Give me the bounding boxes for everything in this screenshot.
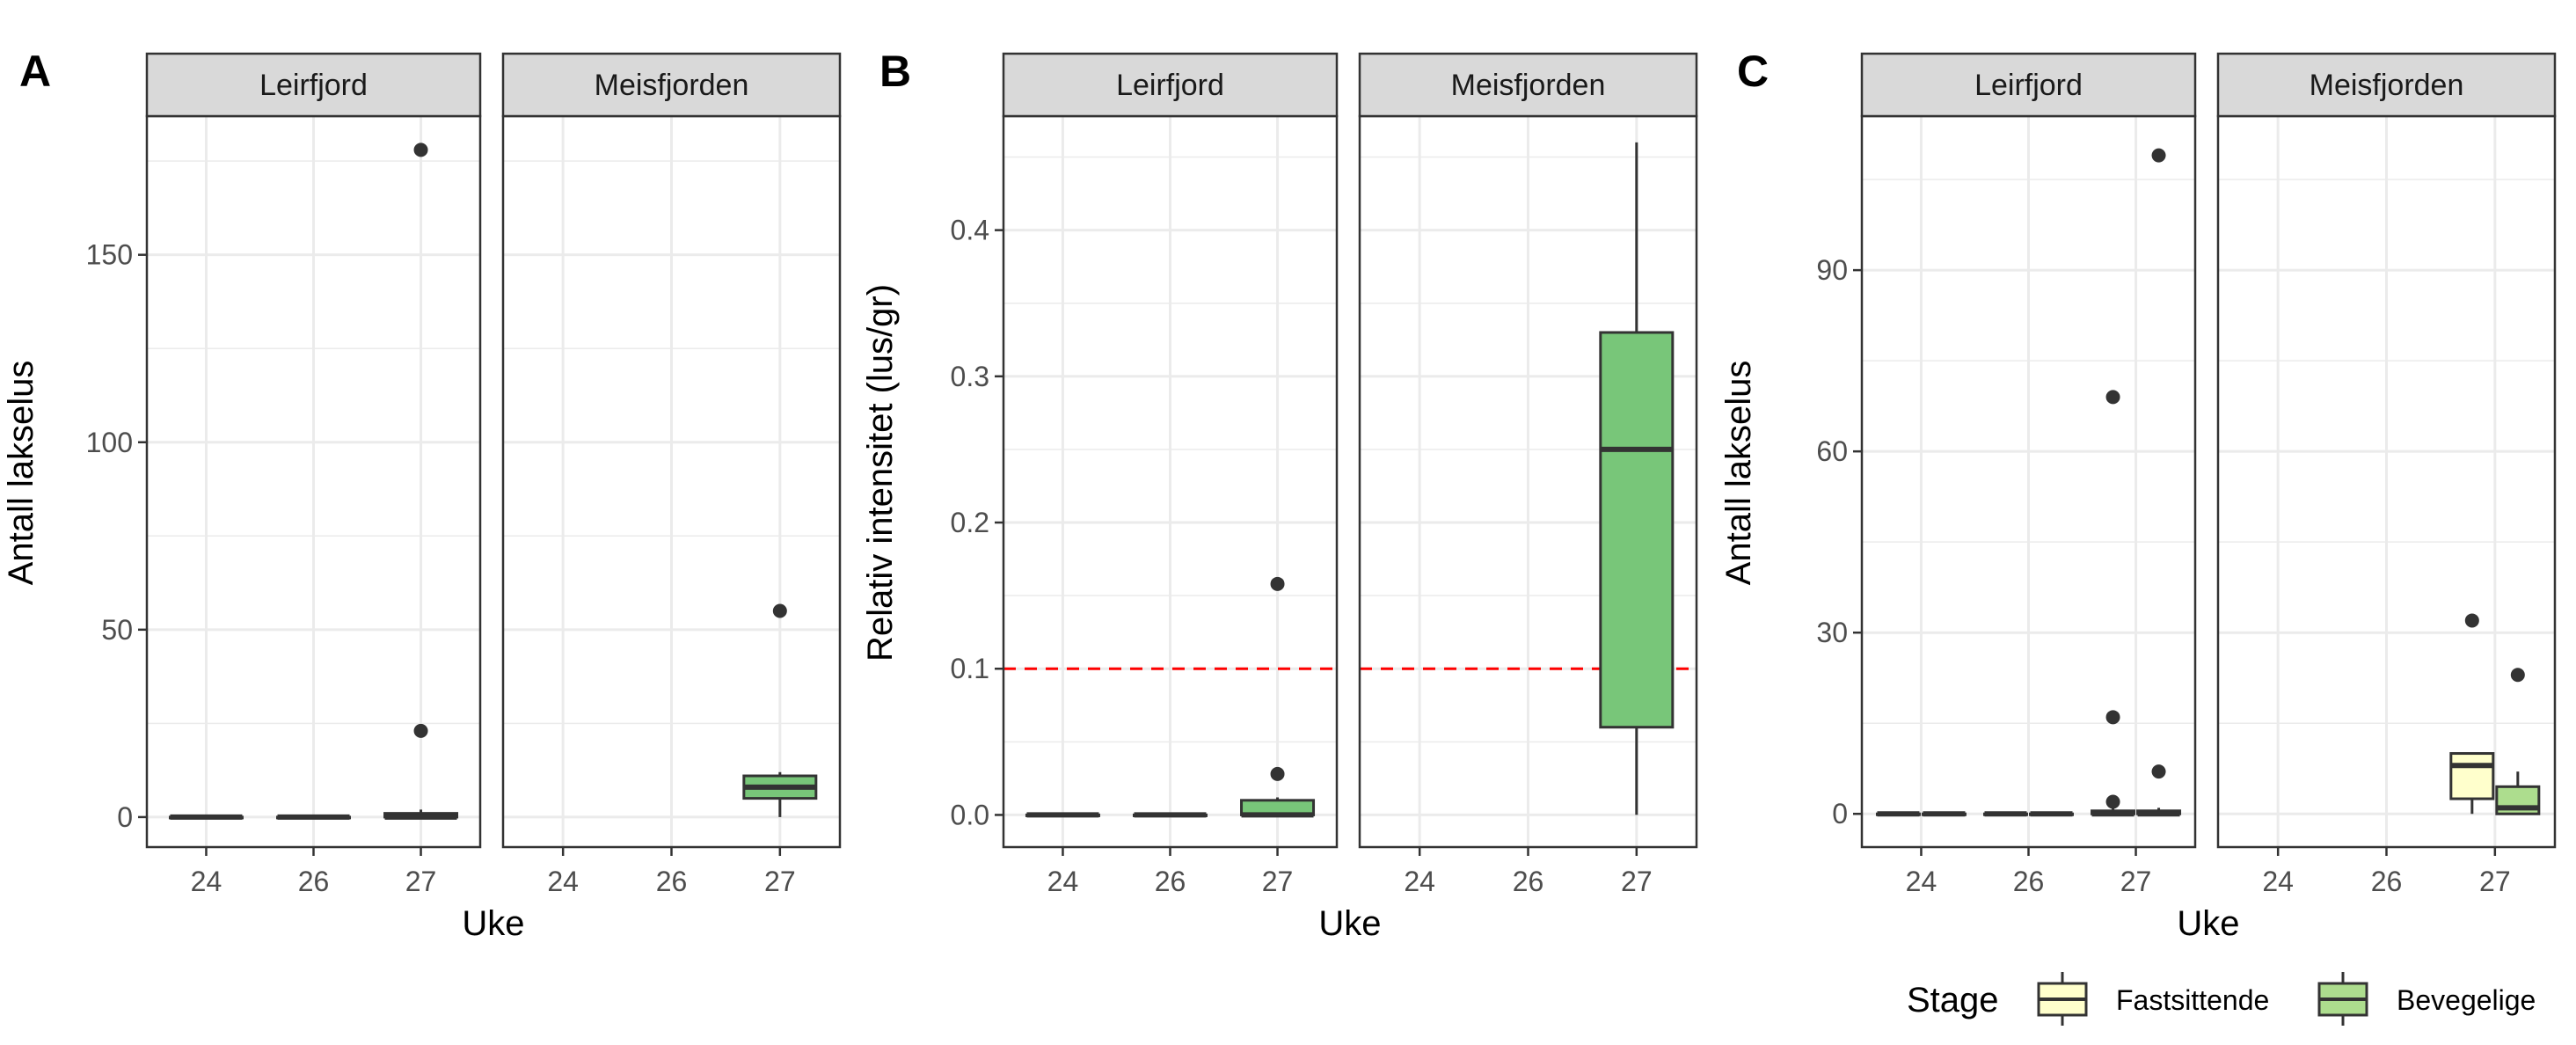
facet-meisfjorden: Meisfjorden 24 26 27	[1358, 52, 1698, 897]
facet-title: Leirfjord	[1116, 69, 1224, 102]
outlier-point	[2105, 794, 2120, 809]
box-26-bevegelige	[2029, 811, 2074, 817]
box-27	[1240, 576, 1316, 818]
outlier-point	[772, 603, 787, 618]
y-tick-label: 50	[101, 614, 133, 646]
legend-item-2: Bevegelige	[2317, 972, 2536, 1026]
x-tick-label: 24	[1047, 866, 1079, 897]
y-tick-label: 30	[1816, 617, 1848, 648]
box-body	[2449, 752, 2495, 800]
x-tick-label: 24	[191, 866, 223, 897]
x-tick-label: 27	[2120, 866, 2152, 897]
facet-title: Meisfjorden	[2310, 69, 2464, 102]
y-tick-label: 90	[1816, 254, 1848, 286]
y-tick-label: 150	[86, 239, 133, 271]
outlier-point	[2105, 710, 2120, 725]
y-axis-title: Antall lakselus	[2, 361, 40, 586]
legend-label: Fastsittende	[2116, 984, 2269, 1016]
x-tick-label: 27	[764, 866, 796, 897]
y-tick-label: 0.0	[951, 799, 989, 830]
facet-title: Leirfjord	[1974, 69, 2083, 102]
x-tick-label: 26	[2013, 866, 2045, 897]
outlier-point	[2464, 613, 2479, 628]
facet-meisfjorden: Meisfjorden 24 26 27	[2216, 52, 2557, 897]
y-tick-label: 0.3	[951, 361, 989, 392]
legend-title: Stage	[1907, 981, 1999, 1019]
box-24-bevegelige	[1921, 811, 1967, 817]
facet-leirfjord: Leirfjord 24 26 27	[145, 52, 482, 897]
x-tick-label: 26	[1155, 866, 1186, 897]
y-tick-label: 60	[1816, 435, 1848, 467]
outlier-point	[1270, 766, 1285, 781]
x-tick-label: 27	[1621, 866, 1653, 897]
facet-leirfjord: Leirfjord 24 26 27	[1002, 52, 1339, 897]
x-tick-label: 26	[1513, 866, 1544, 897]
box-27-bevegelige	[2136, 148, 2182, 817]
y-tick-label: 0.2	[951, 507, 989, 538]
legend-label: Bevegelige	[2397, 984, 2536, 1016]
box-24	[168, 814, 244, 820]
box-24-fastsittende	[1875, 811, 1921, 817]
box-27-bevegelige	[2495, 668, 2541, 815]
y-axis-title: Antall lakselus	[1719, 361, 1758, 586]
facet-strip	[501, 52, 842, 118]
x-tick-label: 27	[2479, 866, 2511, 897]
box-27-fastsittende	[2091, 390, 2136, 817]
box-27	[383, 142, 459, 820]
y-tick-label: 0.4	[951, 215, 989, 246]
legend-item-1: Fastsittende	[2037, 972, 2269, 1026]
facet-title: Meisfjorden	[1451, 69, 1606, 102]
x-axis-title: Uke	[1318, 904, 1381, 943]
facet-title: Meisfjorden	[595, 69, 749, 102]
y-tick-label: 0.1	[951, 653, 989, 684]
panel-label: B	[879, 47, 911, 96]
outlier-point	[2151, 148, 2166, 163]
box-26	[276, 814, 351, 820]
x-tick-label: 24	[1404, 866, 1435, 897]
box-27	[742, 603, 818, 817]
x-tick-label: 27	[1262, 866, 1294, 897]
x-tick-label: 26	[2371, 866, 2403, 897]
panel-label: C	[1737, 47, 1769, 96]
box-26-fastsittende	[1983, 811, 2028, 817]
y-axis-title: Relativ intensitet (lus/gr)	[861, 284, 900, 661]
facet-meisfjorden: Meisfjorden 24 26 27	[501, 52, 842, 897]
box-27-fastsittende	[2449, 613, 2495, 815]
x-axis-title: Uke	[462, 904, 524, 943]
outlier-point	[2510, 668, 2525, 683]
outlier-point	[413, 723, 428, 738]
y-tick-label: 100	[86, 427, 133, 458]
facet-strip	[2216, 52, 2557, 118]
outlier-point	[2105, 390, 2120, 405]
x-tick-label: 26	[656, 866, 688, 897]
y-tick-label: 0	[117, 801, 133, 833]
facet-strip	[145, 52, 482, 118]
facet-strip	[1002, 52, 1339, 118]
y-tick-label: 0	[1832, 798, 1848, 829]
x-axis-title: Uke	[2177, 904, 2239, 943]
facet-strip	[1358, 52, 1698, 118]
box-27	[1599, 142, 1675, 815]
outlier-point	[413, 142, 428, 157]
outlier-point	[1270, 576, 1285, 591]
outlier-point	[2151, 764, 2166, 779]
x-tick-label: 24	[547, 866, 579, 897]
legend: Stage Fastsittende Bevegelige	[1907, 972, 2536, 1026]
panel-label: A	[19, 47, 51, 96]
x-tick-label: 27	[405, 866, 437, 897]
facet-leirfjord: Leirfjord 24 26 27	[1860, 52, 2197, 897]
x-tick-label: 26	[298, 866, 330, 897]
facet-strip	[1860, 52, 2197, 118]
x-tick-label: 24	[2262, 866, 2294, 897]
x-tick-label: 24	[1906, 866, 1937, 897]
facet-title: Leirfjord	[259, 69, 368, 102]
box-body	[1599, 331, 1675, 729]
